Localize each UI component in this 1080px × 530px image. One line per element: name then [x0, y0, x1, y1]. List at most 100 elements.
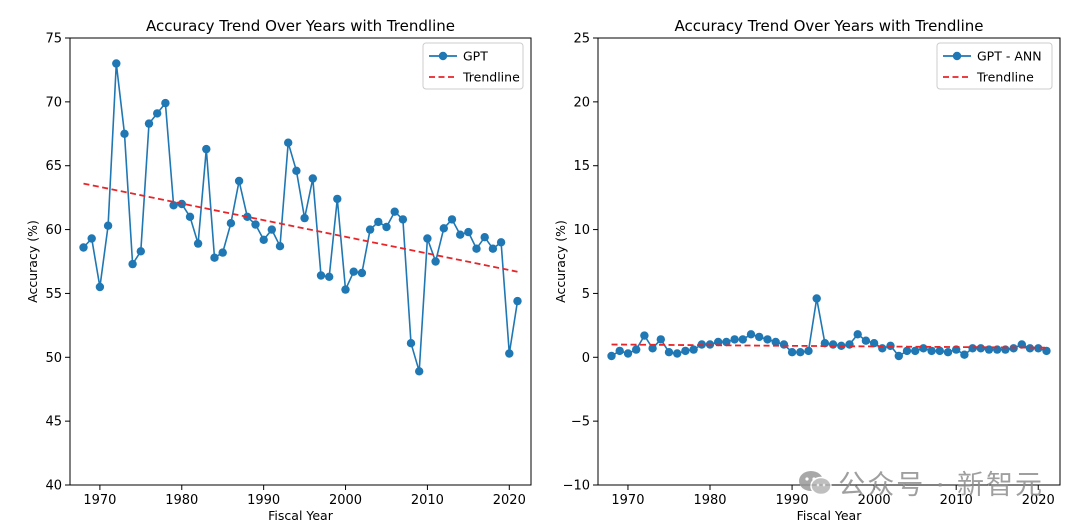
data-point [943, 348, 953, 357]
data-point [828, 340, 838, 349]
data-point [275, 242, 285, 251]
data-point [292, 166, 301, 175]
data-point [763, 335, 772, 344]
data-point [894, 351, 903, 361]
data-point [79, 243, 88, 252]
data-point [406, 339, 416, 348]
data-point [349, 267, 358, 276]
y-tick-label: 55 [45, 287, 62, 302]
data-point [1042, 346, 1051, 356]
data-point [730, 335, 739, 344]
y-tick-label: 70 [45, 95, 62, 110]
data-point [779, 340, 789, 349]
legend: GPT Trendline [422, 42, 524, 90]
data-point [755, 332, 764, 342]
data-point [226, 219, 236, 228]
x-tick-label: 2010 [940, 493, 973, 508]
y-tick-label: 40 [45, 479, 62, 494]
data-point [919, 344, 928, 353]
wechat-logo-icon [799, 470, 832, 495]
data-point [325, 272, 334, 281]
data-point [210, 253, 219, 262]
data-point [259, 235, 268, 244]
chart-title: Accuracy Trend Over Years with Trendline [146, 17, 455, 35]
data-point [771, 337, 780, 347]
data-point [640, 331, 649, 340]
data-point [95, 282, 105, 292]
y-tick-label: 45 [45, 415, 62, 430]
x-tick-label: 2020 [493, 493, 526, 508]
data-point [607, 351, 616, 361]
data-point [615, 346, 624, 356]
data-point [431, 257, 440, 266]
y-tick-label: −5 [571, 415, 590, 430]
x-tick-label: 2000 [329, 493, 362, 508]
y-tick-label: 5 [582, 287, 590, 302]
data-point [415, 367, 424, 376]
data-point [153, 109, 162, 118]
data-point [853, 330, 862, 339]
data-point [480, 233, 489, 242]
left-chart-panel: Accuracy Trend Over Years with Trendline… [25, 17, 532, 523]
data-point [1034, 344, 1043, 353]
data-point [284, 138, 293, 147]
y-tick-label: 50 [45, 351, 62, 366]
x-tick-label: 1970 [611, 493, 644, 508]
data-point [623, 349, 633, 358]
data-point [472, 244, 481, 253]
data-point [439, 224, 448, 233]
right-chart-panel: Accuracy Trend Over Years with Trendline… [553, 17, 1061, 523]
data-point [87, 234, 96, 243]
data-point [689, 345, 698, 354]
data-point [911, 346, 920, 356]
data-point [845, 340, 854, 349]
data-point [861, 336, 871, 345]
data-point [488, 244, 498, 253]
data-point [447, 215, 457, 224]
legend-label-trend: Trendline [462, 70, 520, 85]
data-point [390, 207, 399, 216]
data-point [664, 348, 674, 357]
data-point [112, 59, 121, 68]
data-point [169, 201, 178, 210]
data-point [382, 222, 391, 232]
data-point [927, 346, 936, 356]
y-tick-label: −10 [563, 479, 590, 494]
data-point [513, 296, 522, 306]
data-point [267, 225, 276, 234]
legend-label-trend: Trendline [976, 70, 1034, 85]
data-point [161, 98, 170, 108]
data-point [103, 221, 113, 230]
data-point [656, 335, 665, 344]
x-tick-label: 1990 [247, 493, 280, 508]
legend: GPT - ANN Trendline [936, 42, 1053, 90]
x-tick-label: 1980 [693, 493, 726, 508]
y-tick-label: 75 [45, 32, 62, 47]
data-point [374, 217, 383, 227]
data-point [464, 227, 473, 237]
data-point [120, 129, 129, 138]
y-tick-label: 20 [573, 95, 590, 110]
plot-frame [69, 37, 532, 486]
data-point [300, 213, 309, 223]
data-point [812, 294, 821, 303]
data-point [234, 176, 244, 186]
trendline [83, 182, 518, 273]
data-point [357, 268, 367, 278]
data-point [878, 344, 887, 353]
x-tick-label: 2000 [858, 493, 891, 508]
y-tick-label: 10 [573, 223, 590, 238]
data-point [218, 248, 227, 257]
data-point [251, 220, 260, 229]
data-point [456, 230, 465, 239]
data-point [935, 346, 944, 356]
x-tick-label: 2010 [411, 493, 444, 508]
data-point [193, 239, 203, 248]
x-tick-label: 2020 [1022, 493, 1055, 508]
y-tick-label: 65 [45, 159, 62, 174]
watermark: 公众号 · 新智元 [798, 463, 1044, 502]
data-point [1017, 340, 1026, 349]
data-point [869, 339, 879, 348]
watermark-text: 公众号 · 新智元 [838, 470, 1044, 501]
